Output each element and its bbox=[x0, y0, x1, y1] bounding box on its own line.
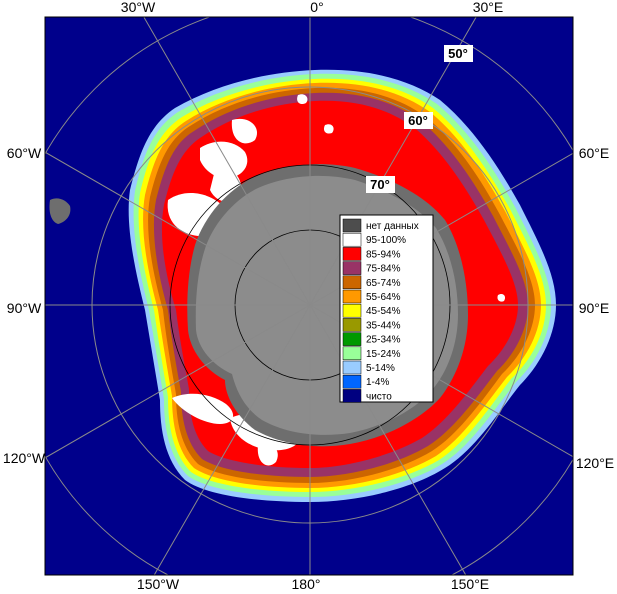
lon-label-0: 0° bbox=[310, 0, 323, 15]
legend-label: 85-94% bbox=[366, 249, 401, 260]
legend-label: 55-64% bbox=[366, 292, 401, 303]
south-america-coast bbox=[49, 198, 71, 224]
legend-swatch bbox=[342, 261, 362, 275]
legend-label: 25-34% bbox=[366, 335, 401, 346]
lon-label-120e: 120°E bbox=[576, 455, 614, 471]
lon-label-150e: 150°E bbox=[451, 576, 489, 592]
legend-swatch bbox=[342, 218, 362, 233]
lon-label-60e: 60°E bbox=[579, 145, 610, 161]
legend-swatch bbox=[342, 247, 362, 261]
legend-label: 95-100% bbox=[366, 235, 406, 246]
legend-swatch bbox=[342, 360, 362, 375]
legend-label: нет данных bbox=[366, 221, 419, 232]
legend-swatch bbox=[342, 232, 362, 247]
lon-label-150w: 150°W bbox=[137, 576, 180, 592]
legend-label: 75-84% bbox=[366, 264, 401, 275]
legend-swatch bbox=[342, 275, 362, 290]
legend-label: 5-14% bbox=[366, 363, 395, 374]
legend-swatch bbox=[342, 289, 362, 304]
lon-label-90w: 90°W bbox=[7, 300, 42, 316]
latitude-labels: 50° 60° 70° bbox=[366, 45, 473, 193]
legend-label: чисто bbox=[366, 391, 392, 402]
legend-label: 65-74% bbox=[366, 278, 401, 289]
lat-label-60: 60° bbox=[408, 113, 428, 128]
legend-swatch bbox=[342, 318, 362, 332]
lat-label-50: 50° bbox=[448, 46, 468, 61]
legend-label: 1-4% bbox=[366, 377, 389, 388]
lat-label-70: 70° bbox=[370, 177, 390, 192]
legend-swatch bbox=[342, 332, 362, 346]
lon-label-30w: 30°W bbox=[121, 0, 156, 15]
legend-label: 45-54% bbox=[366, 306, 401, 317]
legend-swatch bbox=[342, 389, 362, 403]
lon-label-30e: 30°E bbox=[473, 0, 504, 15]
legend-swatch bbox=[342, 374, 362, 389]
longitude-labels: 30°W 0° 30°E 60°W 90°W 120°W 60°E 90°E 1… bbox=[3, 0, 614, 592]
lon-label-60w: 60°W bbox=[7, 145, 42, 161]
legend: нет данных 95-100% 85-94% 75-84% 65-74% 55-64… bbox=[339, 214, 434, 403]
lon-label-180: 180° bbox=[292, 576, 321, 592]
legend-swatch bbox=[342, 303, 362, 318]
lon-label-120w: 120°W bbox=[3, 450, 46, 466]
map-frame bbox=[44, 16, 574, 576]
legend-label: 15-24% bbox=[366, 349, 401, 360]
legend-label: 35-44% bbox=[366, 320, 401, 331]
lon-label-90e: 90°E bbox=[579, 300, 610, 316]
legend-swatch bbox=[342, 346, 362, 361]
